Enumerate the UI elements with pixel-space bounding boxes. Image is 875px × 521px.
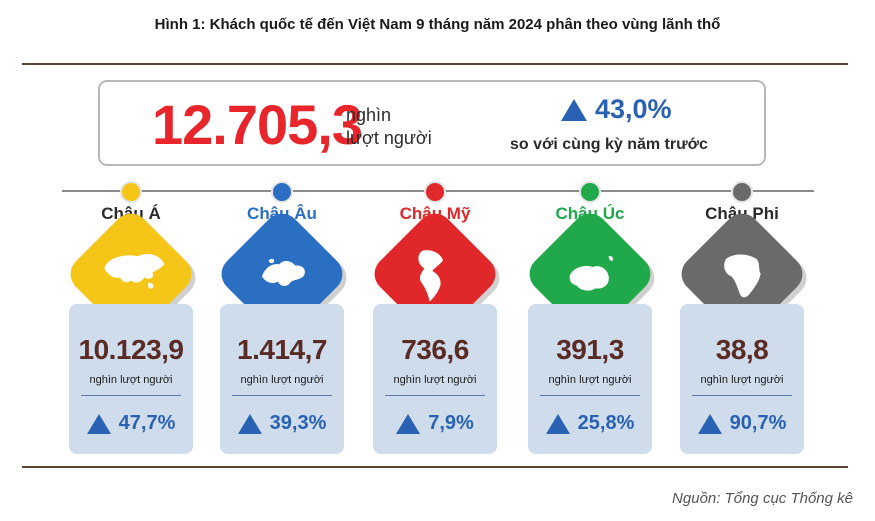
card-divider [540, 395, 640, 396]
oceania-map-icon [569, 255, 614, 291]
total-growth-value: 43,0% [595, 94, 672, 124]
card-divider [232, 395, 332, 396]
region-card: 736,6 nghìn lượt người 7,9% [373, 304, 497, 454]
region-marker-dot [120, 181, 142, 203]
growth-caption: so với cùng kỳ năm trước [510, 136, 708, 153]
top-divider [22, 63, 848, 65]
up-triangle-icon [86, 413, 111, 434]
region-unit: nghìn lượt người [393, 374, 477, 386]
total-value: 12.705,3 [152, 93, 363, 156]
region-growth-value: 90,7% [729, 412, 787, 434]
up-triangle-icon [545, 413, 570, 434]
asia-map-icon [104, 253, 165, 289]
region-growth: 25,8% [528, 412, 652, 435]
total-unit: nghìn lượt người [346, 104, 432, 150]
region-unit: nghìn lượt người [700, 374, 784, 386]
card-divider [385, 395, 485, 396]
source-note: Nguồn: Tổng cục Thống kê [672, 490, 853, 507]
region-growth: 39,3% [220, 412, 344, 435]
region-value: 1.414,7 [237, 334, 327, 365]
up-triangle-icon [697, 413, 722, 434]
region-marker-dot [579, 181, 601, 203]
region-growth-value: 7,9% [428, 412, 474, 434]
total-unit-line2: lượt người [346, 128, 432, 148]
region-value: 10.123,9 [78, 334, 185, 365]
region-value: 391,3 [556, 334, 624, 365]
region-value: 38,8 [715, 334, 769, 365]
region-card: 391,3 nghìn lượt người 25,8% [528, 304, 652, 454]
region-value: 736,6 [401, 334, 469, 365]
africa-map-icon [724, 254, 761, 298]
figure-title: Hình 1: Khách quốc tế đến Việt Nam 9 thá… [154, 16, 721, 33]
region-growth: 90,7% [680, 412, 804, 435]
up-triangle-icon [237, 413, 262, 434]
total-unit-line1: nghìn [346, 105, 392, 125]
card-divider [81, 395, 181, 396]
region-card: 10.123,9 nghìn lượt người 47,7% [69, 304, 193, 454]
region-marker-dot [731, 181, 753, 203]
region-marker-dot [271, 181, 293, 203]
region-unit: nghìn lượt người [548, 374, 632, 386]
region-growth: 7,9% [373, 412, 497, 435]
europe-map-icon [262, 258, 305, 286]
region-unit: nghìn lượt người [89, 374, 173, 386]
total-growth: 43,0% [561, 94, 672, 125]
up-triangle-icon [396, 413, 421, 434]
card-divider [692, 395, 792, 396]
region-card: 38,8 nghìn lượt người 90,7% [680, 304, 804, 454]
region-marker-dot [424, 181, 446, 203]
bottom-divider [22, 466, 848, 468]
summary-box: 12.705,3 nghìn lượt người 43,0% so với c… [98, 80, 766, 166]
region-growth-value: 47,7% [118, 412, 176, 434]
americas-map-icon [418, 250, 443, 302]
region-growth-value: 39,3% [269, 412, 327, 434]
region-growth-value: 25,8% [577, 412, 635, 434]
region-card: 1.414,7 nghìn lượt người 39,3% [220, 304, 344, 454]
region-unit: nghìn lượt người [240, 374, 324, 386]
up-triangle-icon [561, 98, 587, 121]
region-growth: 47,7% [69, 412, 193, 435]
